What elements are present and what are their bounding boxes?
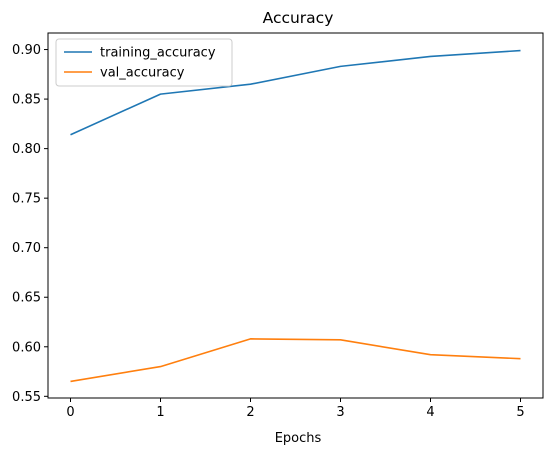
x-tick-label: 0 (66, 405, 74, 420)
plot-lines (70, 49, 521, 383)
chart-title: Accuracy (263, 9, 334, 27)
y-axis: 0.55 0.60 0.65 0.70 0.75 0.80 0.85 0.90 (12, 43, 48, 405)
plot-frame (47, 32, 544, 399)
x-tick-label: 3 (336, 405, 344, 420)
legend-label-val-accuracy: val_accuracy (100, 66, 185, 81)
legend-label-training-accuracy: training_accuracy (100, 46, 216, 61)
y-tick-label: 0.70 (12, 241, 41, 256)
y-tick-label: 0.75 (12, 192, 41, 207)
legend-box (55, 38, 233, 87)
y-tick-label: 0.60 (12, 340, 41, 355)
x-axis-label: Epochs (275, 431, 322, 446)
y-tick-label: 0.80 (12, 142, 41, 157)
series-line-training-accuracy (70, 49, 521, 136)
x-axis: 0 1 2 3 4 5 (66, 398, 525, 420)
x-tick-label: 5 (516, 405, 524, 420)
x-tick-label: 1 (156, 405, 164, 420)
y-tick-label: 0.55 (12, 390, 41, 405)
y-tick-label: 0.90 (12, 43, 41, 58)
legend: training_accuracy val_accuracy (55, 38, 233, 87)
series-line-val-accuracy (70, 338, 521, 383)
y-tick-label: 0.85 (12, 93, 41, 108)
y-tick-label: 0.65 (12, 291, 41, 306)
x-tick-label: 4 (426, 405, 434, 420)
x-tick-label: 2 (246, 405, 254, 420)
